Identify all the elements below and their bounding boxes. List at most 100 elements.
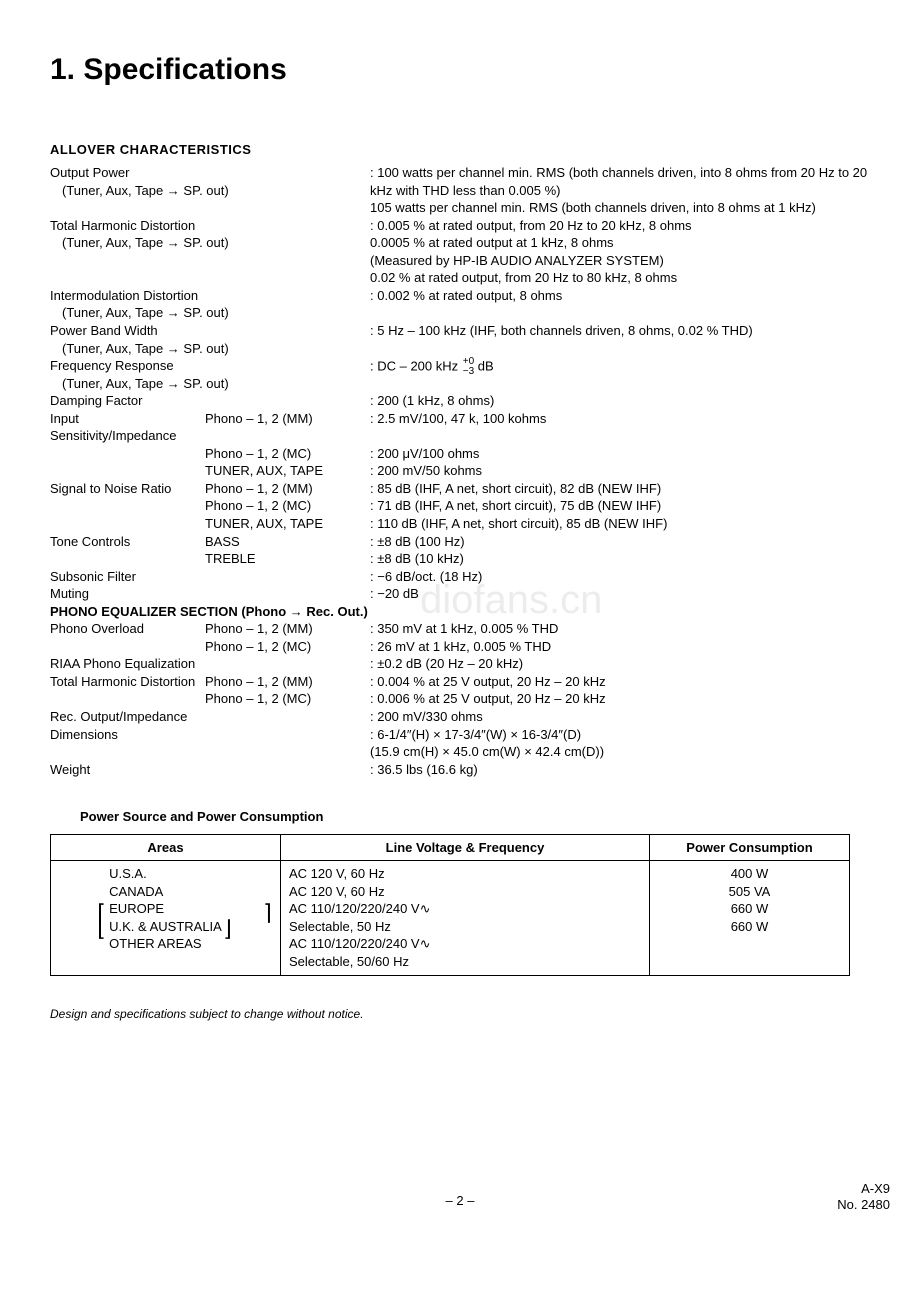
spec-middle: TREBLE xyxy=(205,550,370,568)
spec-subrow: Phono – 1, 2 (MC): 200 μV/100 ohms xyxy=(50,445,870,463)
footer-page-number: – 2 – xyxy=(50,1192,870,1210)
specs-list: Output Power(Tuner, Aux, Tape → SP. out)… xyxy=(50,164,870,603)
spec-label: Total Harmonic Distortion(Tuner, Aux, Ta… xyxy=(50,217,370,252)
page-footer: – 2 – A-X9 No. 2480 xyxy=(50,1192,870,1210)
spec-middle: Phono – 1, 2 (MM) xyxy=(205,480,370,498)
spec-row: Muting: −20 dB xyxy=(50,585,870,603)
bracket-group: ⌈ EUROPE ⌉ ⌊ U.K. & AUSTRALIA ⌋ xyxy=(109,900,222,935)
spec-row: RIAA Phono Equalization: ±0.2 dB (20 Hz … xyxy=(50,655,870,673)
spec-label xyxy=(50,515,205,533)
spec-value: : 200 mV/50 kohms xyxy=(370,462,870,480)
voltage-0: AC 120 V, 60 Hz xyxy=(289,865,641,883)
voltage-1: AC 120 V, 60 Hz xyxy=(289,883,641,901)
spec-row: Output Power(Tuner, Aux, Tape → SP. out)… xyxy=(50,164,870,217)
consumption-0: 400 W xyxy=(658,865,841,883)
consumption-2: 660 W xyxy=(658,900,841,918)
spec-value: : 100 watts per channel min. RMS (both c… xyxy=(370,164,870,217)
spec-middle: TUNER, AUX, TAPE xyxy=(205,515,370,533)
spec-middle: Phono – 1, 2 (MC) xyxy=(205,638,370,656)
spec-label: RIAA Phono Equalization xyxy=(50,655,370,673)
spec-row: Damping Factor: 200 (1 kHz, 8 ohms) xyxy=(50,392,870,410)
power-consumption-cell: 400 W 505 VA 660 W 660 W xyxy=(650,861,850,975)
spec-value: : DC – 200 kHz +0−3 dB xyxy=(370,357,870,377)
spec-value: : 0.002 % at rated output, 8 ohms xyxy=(370,287,870,305)
spec-label: Tone Controls xyxy=(50,533,205,551)
spec-row: Power Band Width(Tuner, Aux, Tape → SP. … xyxy=(50,322,870,357)
spec-value: : 2.5 mV/100, 47 k, 100 kohms xyxy=(370,410,870,445)
bracket-right-icon: ⌉ xyxy=(263,898,272,928)
spec-value: : 110 dB (IHF, A net, short circuit), 85… xyxy=(370,515,870,533)
spec-subrow: Input Sensitivity/ImpedancePhono – 1, 2 … xyxy=(50,410,870,445)
spec-value: : 200 mV/330 ohms xyxy=(370,708,870,726)
spec-label: Weight xyxy=(50,761,370,779)
spec-label: Output Power(Tuner, Aux, Tape → SP. out) xyxy=(50,164,370,199)
area-other: OTHER AREAS xyxy=(109,935,222,953)
spec-value: : 200 μV/100 ohms xyxy=(370,445,870,463)
spec-subrow: TUNER, AUX, TAPE: 110 dB (IHF, A net, sh… xyxy=(50,515,870,533)
spec-value: : 26 mV at 1 kHz, 0.005 % THD xyxy=(370,638,870,656)
spec-middle: Phono – 1, 2 (MM) xyxy=(205,410,370,445)
power-th-voltage: Line Voltage & Frequency xyxy=(281,834,650,861)
spec-value: : ±8 dB (10 kHz) xyxy=(370,550,870,568)
voltage-5: Selectable, 50/60 Hz xyxy=(289,953,641,971)
spec-value: : 36.5 lbs (16.6 kg) xyxy=(370,761,870,779)
spec-row: Dimensions: 6-1/4″(H) × 17-3/4″(W) × 16-… xyxy=(50,726,870,761)
spec-value: : −20 dB xyxy=(370,585,870,603)
spec-label: Subsonic Filter xyxy=(50,568,370,586)
power-th-consumption: Power Consumption xyxy=(650,834,850,861)
spec-label xyxy=(50,690,205,708)
footer-no: No. 2480 xyxy=(837,1197,890,1214)
spec-label xyxy=(50,497,205,515)
consumption-1: 505 VA xyxy=(658,883,841,901)
spec-value: : 0.006 % at 25 V output, 20 Hz – 20 kHz xyxy=(370,690,870,708)
spec-middle: Phono – 1, 2 (MC) xyxy=(205,497,370,515)
page-title: 1. Specifications xyxy=(50,50,870,91)
spec-value: : ±8 dB (100 Hz) xyxy=(370,533,870,551)
power-table: Areas Line Voltage & Frequency Power Con… xyxy=(50,834,850,976)
spec-value: : 71 dB (IHF, A net, short circuit), 75 … xyxy=(370,497,870,515)
section-allover: ALLOVER CHARACTERISTICS xyxy=(50,141,870,159)
spec-row: Intermodulation Distortion(Tuner, Aux, T… xyxy=(50,287,870,322)
spec-value: : ±0.2 dB (20 Hz – 20 kHz) xyxy=(370,655,870,673)
spec-row: Rec. Output/Impedance: 200 mV/330 ohms xyxy=(50,708,870,726)
bracket-left-bot-icon: ⌊ xyxy=(97,914,106,944)
spec-value: : 0.004 % at 25 V output, 20 Hz – 20 kHz xyxy=(370,673,870,691)
spec-label xyxy=(50,462,205,480)
spec-value: : 0.005 % at rated output, from 20 Hz to… xyxy=(370,217,870,287)
spec-subrow: TREBLE: ±8 dB (10 kHz) xyxy=(50,550,870,568)
area-uk: U.K. & AUSTRALIA xyxy=(109,919,222,934)
area-europe: EUROPE xyxy=(109,901,164,916)
spec-label: Total Harmonic Distortion xyxy=(50,673,205,691)
spec-value: : −6 dB/oct. (18 Hz) xyxy=(370,568,870,586)
spec-label: Muting xyxy=(50,585,370,603)
spec-row: Weight: 36.5 lbs (16.6 kg) xyxy=(50,761,870,779)
spec-subrow: Signal to Noise RatioPhono – 1, 2 (MM): … xyxy=(50,480,870,498)
power-areas-cell: U.S.A. CANADA ⌈ EUROPE ⌉ ⌊ U.K. & AUSTRA… xyxy=(51,861,281,975)
spec-value: : 6-1/4″(H) × 17-3/4″(W) × 16-3/4″(D)(15… xyxy=(370,726,870,761)
spec-middle: TUNER, AUX, TAPE xyxy=(205,462,370,480)
spec-middle: Phono – 1, 2 (MM) xyxy=(205,620,370,638)
spec-row: Frequency Response(Tuner, Aux, Tape → SP… xyxy=(50,357,870,392)
spec-subrow: Tone ControlsBASS: ±8 dB (100 Hz) xyxy=(50,533,870,551)
spec-label: Damping Factor xyxy=(50,392,370,410)
spec-value: : 200 (1 kHz, 8 ohms) xyxy=(370,392,870,410)
spec-subrow: Total Harmonic DistortionPhono – 1, 2 (M… xyxy=(50,673,870,691)
spec-subrow: Phono – 1, 2 (MC): 71 dB (IHF, A net, sh… xyxy=(50,497,870,515)
spec-label: Power Band Width(Tuner, Aux, Tape → SP. … xyxy=(50,322,370,357)
consumption-4: 660 W xyxy=(658,918,841,936)
spec-row: Total Harmonic Distortion(Tuner, Aux, Ta… xyxy=(50,217,870,287)
power-th-areas: Areas xyxy=(51,834,281,861)
area-usa: U.S.A. xyxy=(109,865,222,883)
spec-label: Rec. Output/Impedance xyxy=(50,708,370,726)
spec-middle: Phono – 1, 2 (MC) xyxy=(205,445,370,463)
spec-label: Dimensions xyxy=(50,726,370,744)
spec-label: Phono Overload xyxy=(50,620,205,638)
footer-model: A-X9 xyxy=(837,1181,890,1198)
area-canada: CANADA xyxy=(109,883,222,901)
spec-subrow: Phono OverloadPhono – 1, 2 (MM): 350 mV … xyxy=(50,620,870,638)
spec-value: : 5 Hz – 100 kHz (IHF, both channels dri… xyxy=(370,322,870,340)
voltage-4: AC 110/120/220/240 V∿ xyxy=(289,935,641,953)
spec-label: Input Sensitivity/Impedance xyxy=(50,410,205,445)
spec-label xyxy=(50,638,205,656)
change-notice: Design and specifications subject to cha… xyxy=(50,1006,870,1022)
